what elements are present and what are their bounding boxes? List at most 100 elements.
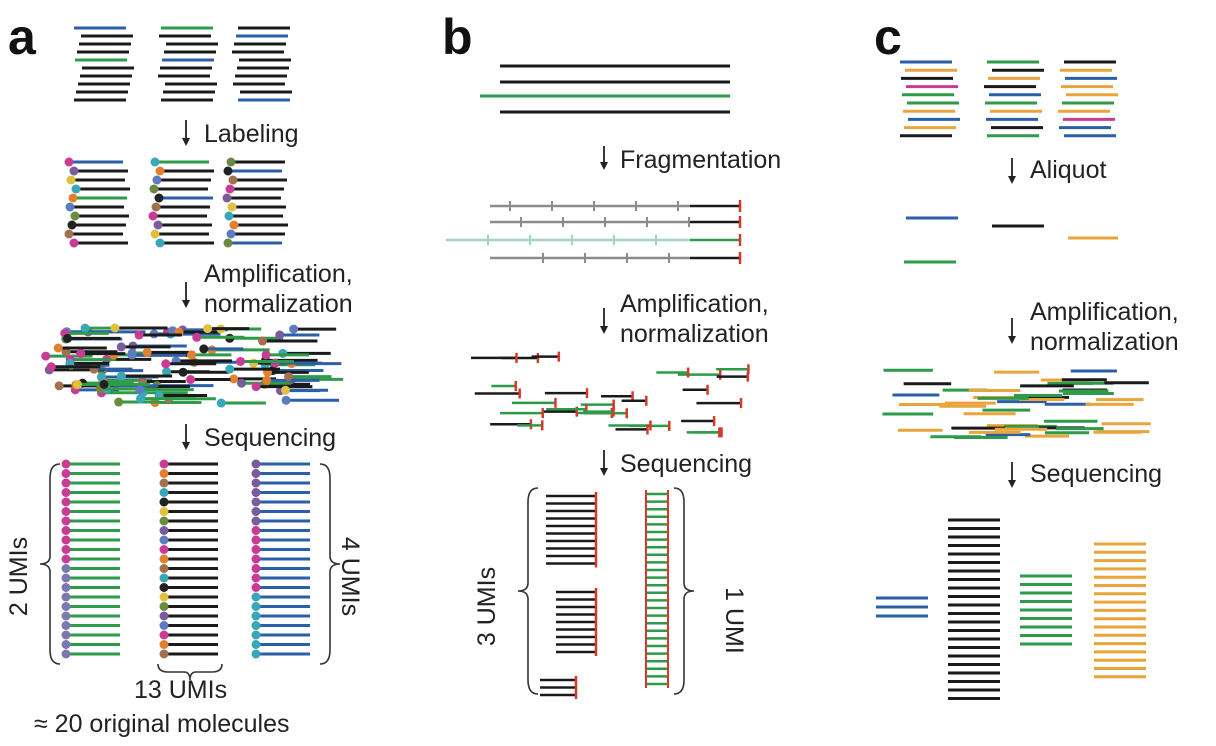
panel-c-step-sequencing: Sequencing	[1030, 460, 1163, 488]
panel-a-total-molecules: ≈ 20 original molecules	[34, 710, 290, 738]
sequencing-arrow-b-head	[600, 468, 608, 476]
umi-tag-dot	[251, 507, 261, 516]
umi-tag-dot	[251, 535, 261, 545]
umi-tag-dot	[237, 378, 247, 388]
amplification-arrow-c-head	[1008, 336, 1016, 344]
umi-tag-dot	[159, 564, 169, 573]
umi-tag-dot	[53, 343, 63, 353]
umi-tag-dot	[159, 649, 169, 659]
umi-tag-dot	[159, 478, 169, 488]
umi-tag-dot	[61, 347, 71, 357]
umi-tag-dot	[229, 374, 239, 384]
panel-c-step-amplification: Amplification, normalization	[1030, 298, 1179, 356]
aliquot-arrow-head	[1008, 176, 1016, 184]
umi-tag-dot	[61, 545, 71, 554]
umi-tag-dot	[159, 545, 169, 554]
umi-tag-dot	[251, 526, 261, 535]
panel-a-step-sequencing: Sequencing	[204, 424, 337, 452]
umi-tag-dot	[148, 211, 158, 221]
umi-tag-dot	[71, 184, 81, 194]
umi-tag-dot	[251, 573, 261, 583]
umi-tag-dot	[159, 469, 169, 478]
panel-b-step-sequencing: Sequencing	[620, 450, 753, 478]
umi-tag-dot	[159, 535, 169, 545]
umi-tag-dot	[61, 630, 71, 640]
umi-tag-dot	[61, 573, 71, 583]
umi-tag-dot	[135, 385, 145, 395]
umi-tag-dot	[41, 351, 51, 361]
amplification-arrow-b-head	[600, 326, 608, 334]
umi-tag-dot	[61, 611, 71, 621]
amplification-arrow-head	[182, 300, 190, 308]
umi-tag-dot	[61, 602, 71, 611]
bracket-middle-a	[157, 663, 223, 681]
umi-tag-dot	[65, 202, 75, 212]
umi-tag-dot	[62, 333, 72, 343]
umi-tag-dot	[281, 395, 291, 405]
umi-tag-dot	[251, 382, 261, 392]
umi-tag-dot	[61, 535, 71, 545]
panel-c-label: c	[874, 9, 902, 65]
umi-tag-dot	[159, 640, 169, 649]
panel-a-step-amplification: Amplification, normalization	[204, 260, 353, 318]
umi-tag-dot	[228, 175, 238, 185]
umi-tag-dot	[151, 202, 161, 212]
umi-tag-dot	[61, 554, 71, 564]
umi-tag-dot	[61, 488, 71, 497]
panel-b-label: b	[442, 9, 473, 65]
umi-tag-dot	[226, 229, 236, 239]
umi-tag-dot	[162, 367, 172, 377]
sequencing-arrow-c-head	[1008, 480, 1016, 488]
umi-tag-dot	[223, 238, 233, 248]
umi-tag-dot	[66, 175, 76, 185]
umi-tag-dot	[251, 478, 261, 488]
umi-tag-dot	[226, 157, 236, 167]
umi-tag-dot	[154, 193, 164, 203]
umi-tag-dot	[159, 497, 169, 507]
umi-tag-dot	[64, 157, 74, 167]
umi-tag-dot	[222, 193, 232, 203]
umi-tag-dot	[159, 554, 169, 564]
umi-tag-dot	[61, 621, 71, 630]
umi-tag-dot	[186, 375, 196, 385]
umi-tag-dot	[127, 350, 137, 360]
umi-tag-dot	[159, 507, 169, 516]
bracket-right-a	[319, 463, 341, 665]
umi-tag-dot	[155, 166, 165, 176]
panel-a-label: a	[8, 9, 36, 65]
umi-tag-dot	[61, 478, 71, 488]
panel-b-left-umi-count: 3 UMIs	[473, 566, 502, 647]
umi-tag-dot	[159, 459, 169, 469]
umi-tag-dot	[69, 238, 79, 248]
umi-tag-dot	[225, 184, 235, 194]
umi-tag-dot	[134, 330, 144, 340]
umi-tag-dot	[61, 469, 71, 478]
umi-tag-dot	[76, 349, 86, 359]
bracket-left-b	[517, 487, 539, 695]
panel-a-middle-umi-count: 13 UMIs	[134, 676, 228, 704]
umi-tag-dot	[199, 344, 209, 354]
panel-a-right-umi-count: 4 UMIs	[336, 536, 365, 617]
umi-tag-dot	[223, 166, 233, 176]
umi-tag-dot	[80, 323, 90, 333]
umi-tag-dot	[96, 372, 106, 382]
umi-tag-dot	[225, 364, 235, 374]
umi-tag-dot	[152, 175, 162, 185]
umi-tag-dot	[149, 184, 159, 194]
umi-tag-dot	[61, 592, 71, 602]
panel-c-step-aliquot: Aliquot	[1030, 156, 1107, 184]
umi-tag-dot	[159, 516, 169, 526]
umi-tag-dot	[114, 397, 124, 407]
umi-tag-dot	[251, 488, 261, 497]
umi-tag-dot	[216, 398, 226, 408]
umi-tag-dot	[270, 358, 280, 368]
panel-b-right-umi-count: 1 UMI	[719, 587, 748, 654]
panel-a-left-umi-count: 2 UMIs	[5, 536, 34, 617]
umi-tag-dot	[261, 350, 271, 360]
umi-tag-dot	[258, 336, 268, 346]
panel-b-step-amplification: Amplification, normalization	[620, 290, 769, 348]
umi-tag-dot	[159, 488, 169, 497]
umi-tag-dot	[262, 375, 272, 385]
umi-tag-dot	[275, 330, 285, 340]
umi-tag-dot	[61, 640, 71, 649]
